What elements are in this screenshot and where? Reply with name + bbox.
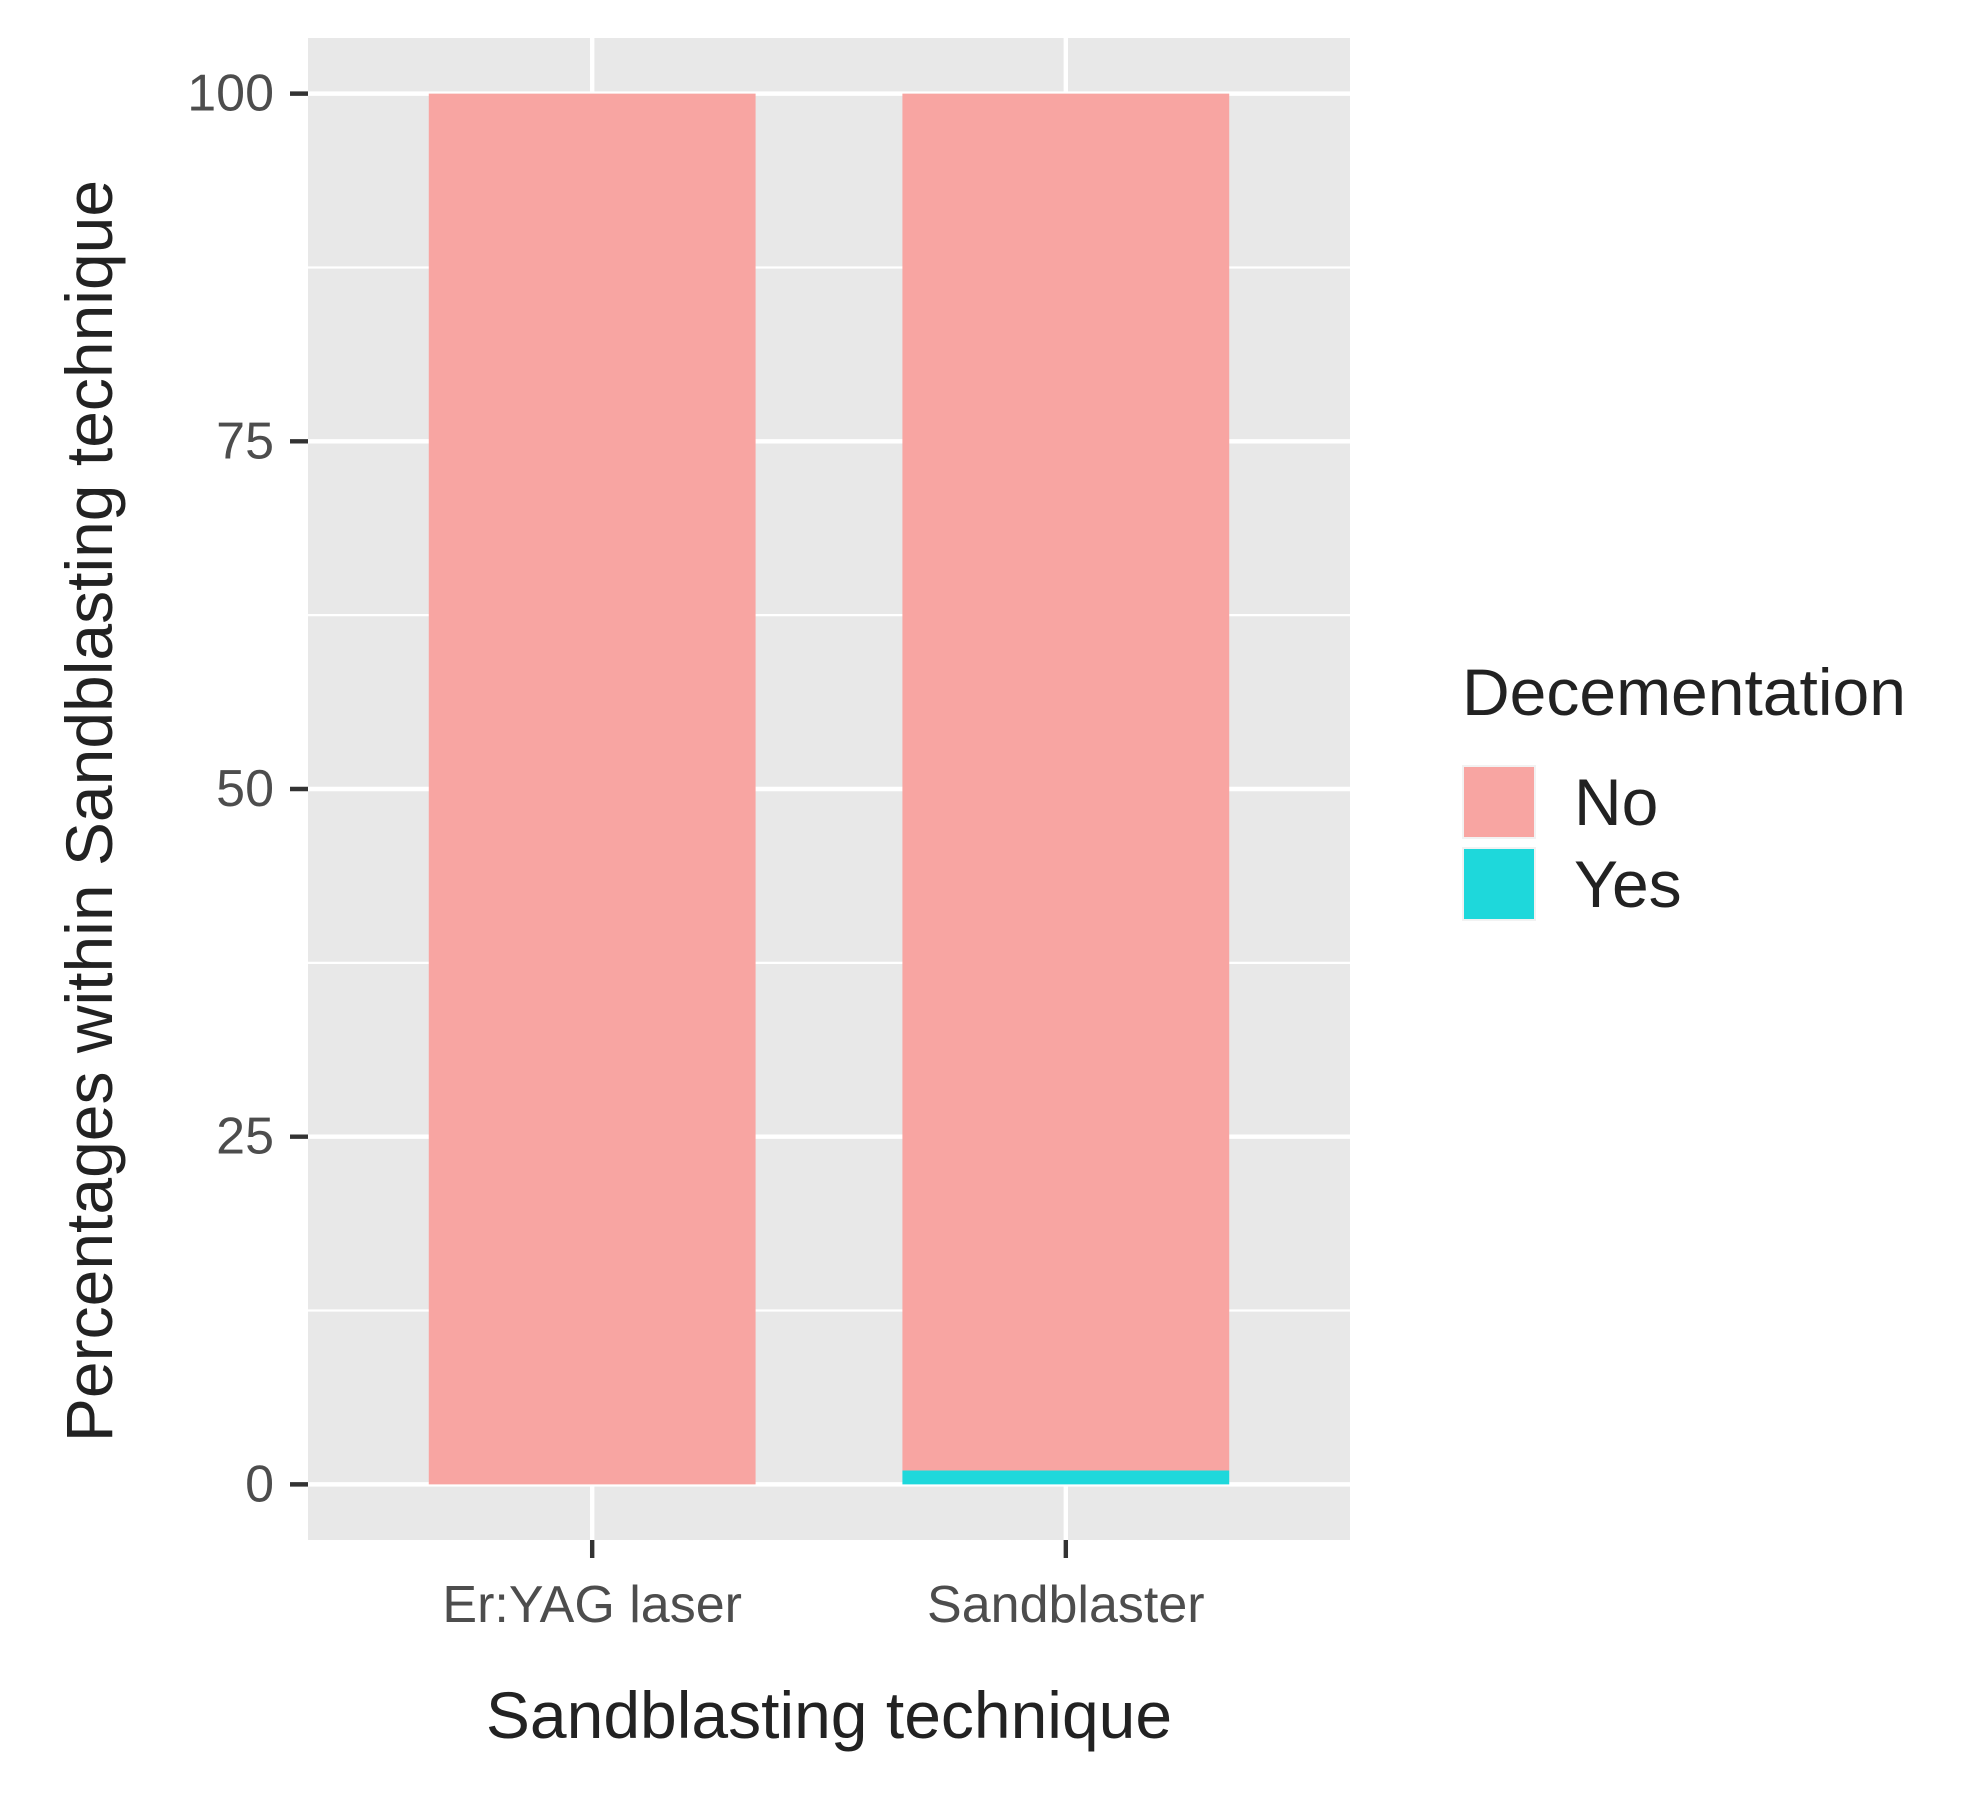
x-tick-label: Er:YAG laser [442, 1576, 742, 1634]
x-axis-title: Sandblasting technique [486, 1678, 1172, 1752]
legend-label-no: No [1574, 765, 1658, 839]
y-tick-label: 25 [216, 1108, 274, 1166]
bar-yes [902, 1470, 1230, 1485]
x-tick-label: Sandblaster [927, 1576, 1205, 1634]
legend-title: Decementation [1462, 655, 1906, 729]
plot-area [308, 38, 1350, 1540]
legend-label-yes: Yes [1574, 847, 1682, 921]
y-tick-label: 75 [216, 412, 274, 470]
y-tick-label: 50 [216, 760, 274, 818]
bar-no [428, 93, 756, 1485]
bar-no [902, 93, 1230, 1471]
y-tick-label: 100 [187, 65, 274, 123]
y-axis-title: Percentages within Sandblasting techniqu… [52, 180, 126, 1442]
axes: 0 25 50 75 100 Er:YAG laser Sandblaster Sandbla… [52, 65, 1205, 1752]
y-tick-label: 0 [245, 1455, 274, 1513]
legend: Decementation No Yes [1462, 655, 1906, 921]
legend-swatch-yes [1464, 849, 1534, 919]
legend-swatch-no [1464, 767, 1534, 837]
